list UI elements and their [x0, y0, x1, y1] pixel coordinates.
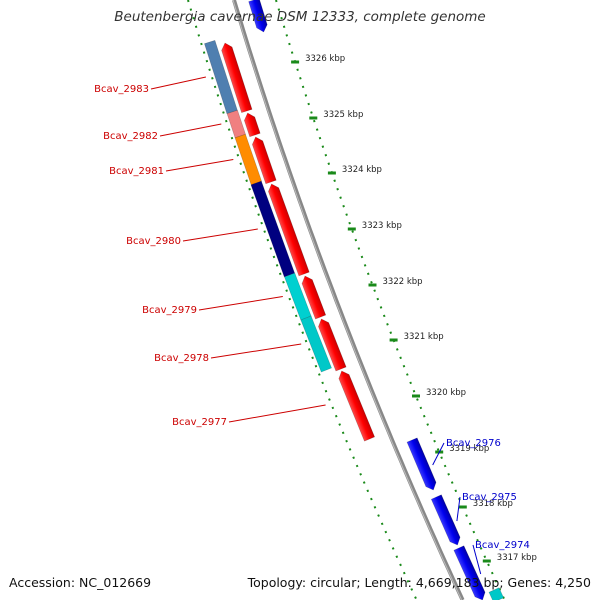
gene-arrow-bcav-2982-shape [243, 112, 261, 138]
gene-leader-bcav-2979 [198, 296, 283, 311]
gene-arrow-bcav-2980-shape [268, 183, 310, 277]
gene-arrow-top-partial-shape [248, 0, 268, 33]
genes-value: 4,250 [555, 575, 591, 590]
inner-dotted-ring [187, 0, 418, 600]
gene-arrow-bcav-2975 [430, 494, 461, 546]
gene-arrow-bcav-2981-shape [252, 136, 277, 185]
cog-block-bcav-2981 [234, 133, 262, 186]
gene-arrow-bcav-2974-shape [453, 545, 486, 600]
gene-arrow-bcav-2976 [406, 437, 437, 491]
length-prefix: ; Length: [356, 575, 416, 590]
scale-tick-label: 3324 kbp [342, 165, 382, 175]
cog-block-bcav-2982-shape [226, 109, 246, 139]
gene-arrow-bcav-2977 [338, 370, 375, 442]
backbone-highlight [232, 0, 463, 600]
scale-tick-label: 3319 kbp [449, 444, 489, 454]
cog-block-bcav-2982 [226, 109, 246, 139]
gene-leader-bcav-2978 [210, 343, 302, 359]
gene-arrow-bcav-2983-shape [221, 42, 253, 114]
gene-label-bcav-2975[interactable]: Bcav_2975 [462, 492, 517, 503]
genome-stats-footer: Topology: circular; Length: 4,669,183 bp… [248, 575, 591, 590]
gene-arrow-bcav-2982 [243, 112, 261, 138]
gene-label-bcav-2983[interactable]: Bcav_2983 [94, 84, 149, 95]
gene-leader-bcav-2981 [165, 159, 234, 172]
gene-arrow-bcav-2978-shape [318, 318, 347, 372]
scale-tick-label: 3317 kbp [497, 553, 537, 563]
gene-arrow-bcav-2975-shape [430, 494, 461, 546]
gene-label-bcav-2976[interactable]: Bcav_2976 [446, 438, 501, 449]
gene-label-bcav-2981[interactable]: Bcav_2981 [109, 166, 164, 177]
gene-label-bcav-2974[interactable]: Bcav_2974 [475, 540, 530, 551]
gene-label-bcav-2982[interactable]: Bcav_2982 [103, 131, 158, 142]
scale-tick-label: 3325 kbp [323, 110, 363, 120]
gene-arrow-bcav-2977-shape [338, 370, 375, 442]
cog-block-bcav-2978-shape [300, 315, 332, 373]
gene-arrow-bcav-2979-shape [301, 275, 327, 320]
cog-block-bottom-partial-shape [488, 587, 504, 600]
cog-block-bcav-2978 [300, 315, 332, 373]
gene-arrow-bcav-2981 [252, 136, 277, 185]
gene-label-bcav-2977[interactable]: Bcav_2977 [172, 417, 227, 428]
gene-arrow-bcav-2978 [318, 318, 347, 372]
gene-leader-bcav-2983 [150, 76, 207, 90]
gene-leader-bcav-2975 [456, 496, 461, 522]
backbone-line [232, 0, 465, 600]
topology-prefix: Topology: [247, 575, 311, 590]
gene-label-bcav-2978[interactable]: Bcav_2978 [154, 353, 209, 364]
cog-block-bcav-2981-shape [234, 133, 262, 186]
scale-tick-label: 3322 kbp [383, 277, 423, 287]
gene-arrow-bcav-2979 [301, 275, 327, 320]
topology-value: circular [310, 575, 357, 590]
genes-prefix: ; Genes: [499, 575, 556, 590]
cog-block-bottom-partial [488, 587, 504, 600]
gene-label-bcav-2980[interactable]: Bcav_2980 [126, 236, 181, 247]
accession-prefix: Accession: [9, 575, 80, 590]
gene-arrow-bcav-2980 [268, 183, 310, 277]
scale-tick-label: 3323 kbp [362, 221, 402, 231]
gene-leader-bcav-2982 [159, 123, 222, 137]
scale-tick-label: 3318 kbp [473, 499, 513, 509]
scale-tick-label: 3326 kbp [305, 54, 345, 64]
gene-leader-bcav-2976 [432, 442, 445, 466]
gene-leader-bcav-2980 [182, 228, 258, 242]
accession-value: NC_012669 [79, 575, 152, 590]
gene-leader-bcav-2977 [228, 404, 326, 423]
gene-arrow-bcav-2974 [453, 545, 486, 600]
map-title: Beutenbergia cavernae DSM 12333, complet… [114, 9, 486, 25]
scale-tick-label: 3321 kbp [404, 332, 444, 342]
gene-arrow-top-partial [248, 0, 268, 33]
gene-leader-bcav-2974 [472, 544, 482, 575]
gene-label-bcav-2979[interactable]: Bcav_2979 [142, 305, 197, 316]
scale-tick-label: 3320 kbp [426, 388, 466, 398]
gene-arrow-bcav-2976-shape [406, 437, 437, 491]
accession-footer: Accession: NC_012669 [9, 575, 151, 590]
outer-dotted-ring [275, 0, 506, 600]
gene-arrow-bcav-2983 [221, 42, 253, 114]
length-value: 4,669,183 bp [415, 575, 500, 590]
